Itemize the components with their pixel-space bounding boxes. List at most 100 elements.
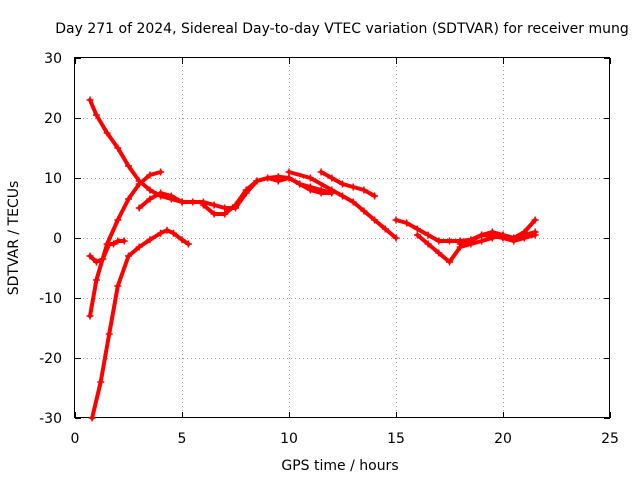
- data-point: [467, 237, 475, 245]
- data-point: [274, 177, 282, 185]
- data-point: [114, 282, 122, 290]
- data-point: [242, 186, 250, 194]
- series-track-11: [456, 216, 539, 248]
- x-tick-label: 25: [601, 431, 619, 447]
- data-point: [157, 168, 165, 176]
- data-point: [520, 228, 528, 236]
- data-point: [306, 183, 314, 191]
- data-point: [413, 225, 421, 233]
- data-point: [435, 237, 443, 245]
- data-point: [446, 237, 453, 245]
- data-point: [478, 237, 486, 245]
- data-point: [435, 249, 443, 257]
- data-point: [413, 231, 421, 239]
- data-point: [296, 180, 304, 188]
- x-tick-label: 0: [71, 431, 80, 447]
- chart-title: Day 271 of 2024, Sidereal Day-to-day VTE…: [55, 21, 629, 37]
- data-point: [478, 231, 486, 239]
- data-point: [339, 192, 346, 200]
- x-tick-labels: 0 5 10 15 20 25: [71, 431, 619, 447]
- data-point: [264, 174, 272, 182]
- data-point: [97, 378, 105, 386]
- plot-frame: [74, 57, 610, 418]
- x-tick-label: 15: [387, 431, 405, 447]
- data-point: [210, 201, 218, 209]
- data-point: [488, 234, 496, 242]
- data-point: [371, 216, 379, 224]
- data-point: [146, 236, 154, 244]
- data-point: [92, 276, 100, 284]
- data-point: [392, 234, 400, 242]
- data-point: [221, 204, 229, 212]
- y-axis-title: SDTVAR / TECUs: [6, 181, 22, 296]
- data-point: [92, 258, 100, 266]
- data-point: [135, 180, 143, 188]
- data-point: [424, 240, 432, 248]
- data-point: [510, 234, 518, 242]
- series-line: [88, 98, 195, 204]
- data-point: [92, 111, 100, 119]
- data-point: [371, 192, 379, 200]
- data-point: [403, 219, 411, 227]
- data-point: [178, 236, 186, 244]
- data-point: [105, 330, 113, 338]
- data-point: [99, 255, 107, 263]
- series-track-9: [392, 216, 539, 245]
- data-point: [221, 210, 229, 218]
- data-point: [349, 183, 357, 191]
- y-tick-label: 10: [44, 171, 62, 187]
- data-point: [488, 228, 496, 236]
- data-point: [392, 216, 400, 224]
- series-track-4: [86, 237, 128, 266]
- data-point: [135, 243, 143, 251]
- x-tick-label: 20: [494, 431, 512, 447]
- y-tick-label: 30: [44, 51, 62, 67]
- data-point: [169, 229, 177, 237]
- series-track-7: [317, 168, 379, 200]
- data-point: [167, 192, 175, 200]
- series-line: [88, 170, 163, 318]
- data-point: [135, 204, 143, 212]
- data-point: [446, 258, 453, 266]
- data-point: [253, 177, 261, 185]
- data-point: [499, 231, 507, 239]
- y-tick-label: 0: [53, 231, 62, 247]
- y-tick-label: 20: [44, 111, 62, 127]
- data-point: [328, 186, 336, 194]
- data-point: [328, 174, 336, 182]
- series-track-1: [86, 96, 197, 206]
- data-point: [110, 240, 118, 248]
- data-point: [163, 226, 171, 234]
- data-point: [232, 201, 239, 209]
- x-axis-title: GPS time / hours: [281, 458, 398, 474]
- data-point: [146, 186, 154, 194]
- data-point: [86, 96, 94, 104]
- y-tick-labels: -30 -20 -10 0 10 20 30: [39, 51, 62, 427]
- data-point: [306, 174, 314, 182]
- y-tick-label: -20: [39, 351, 62, 367]
- series-line: [458, 218, 538, 246]
- series-line: [90, 228, 191, 420]
- data-point: [114, 216, 122, 224]
- data-point: [103, 129, 111, 137]
- y-tick-label: -30: [39, 411, 62, 427]
- data-point: [285, 168, 293, 176]
- data-point: [199, 201, 207, 209]
- data-point: [360, 186, 368, 194]
- x-tick-label: 5: [178, 431, 187, 447]
- data-point: [184, 240, 192, 248]
- data-point: [349, 198, 357, 206]
- data-point: [86, 252, 94, 260]
- data-point: [114, 237, 122, 245]
- series-line: [319, 170, 377, 198]
- data-point: [146, 195, 154, 203]
- data-point: [317, 168, 325, 176]
- data-point: [424, 231, 432, 239]
- series-track-8: [285, 168, 400, 242]
- data-point: [88, 414, 96, 422]
- data-point: [189, 198, 197, 206]
- data-point: [531, 216, 539, 224]
- series-track-3: [88, 226, 192, 422]
- data-point: [146, 171, 154, 179]
